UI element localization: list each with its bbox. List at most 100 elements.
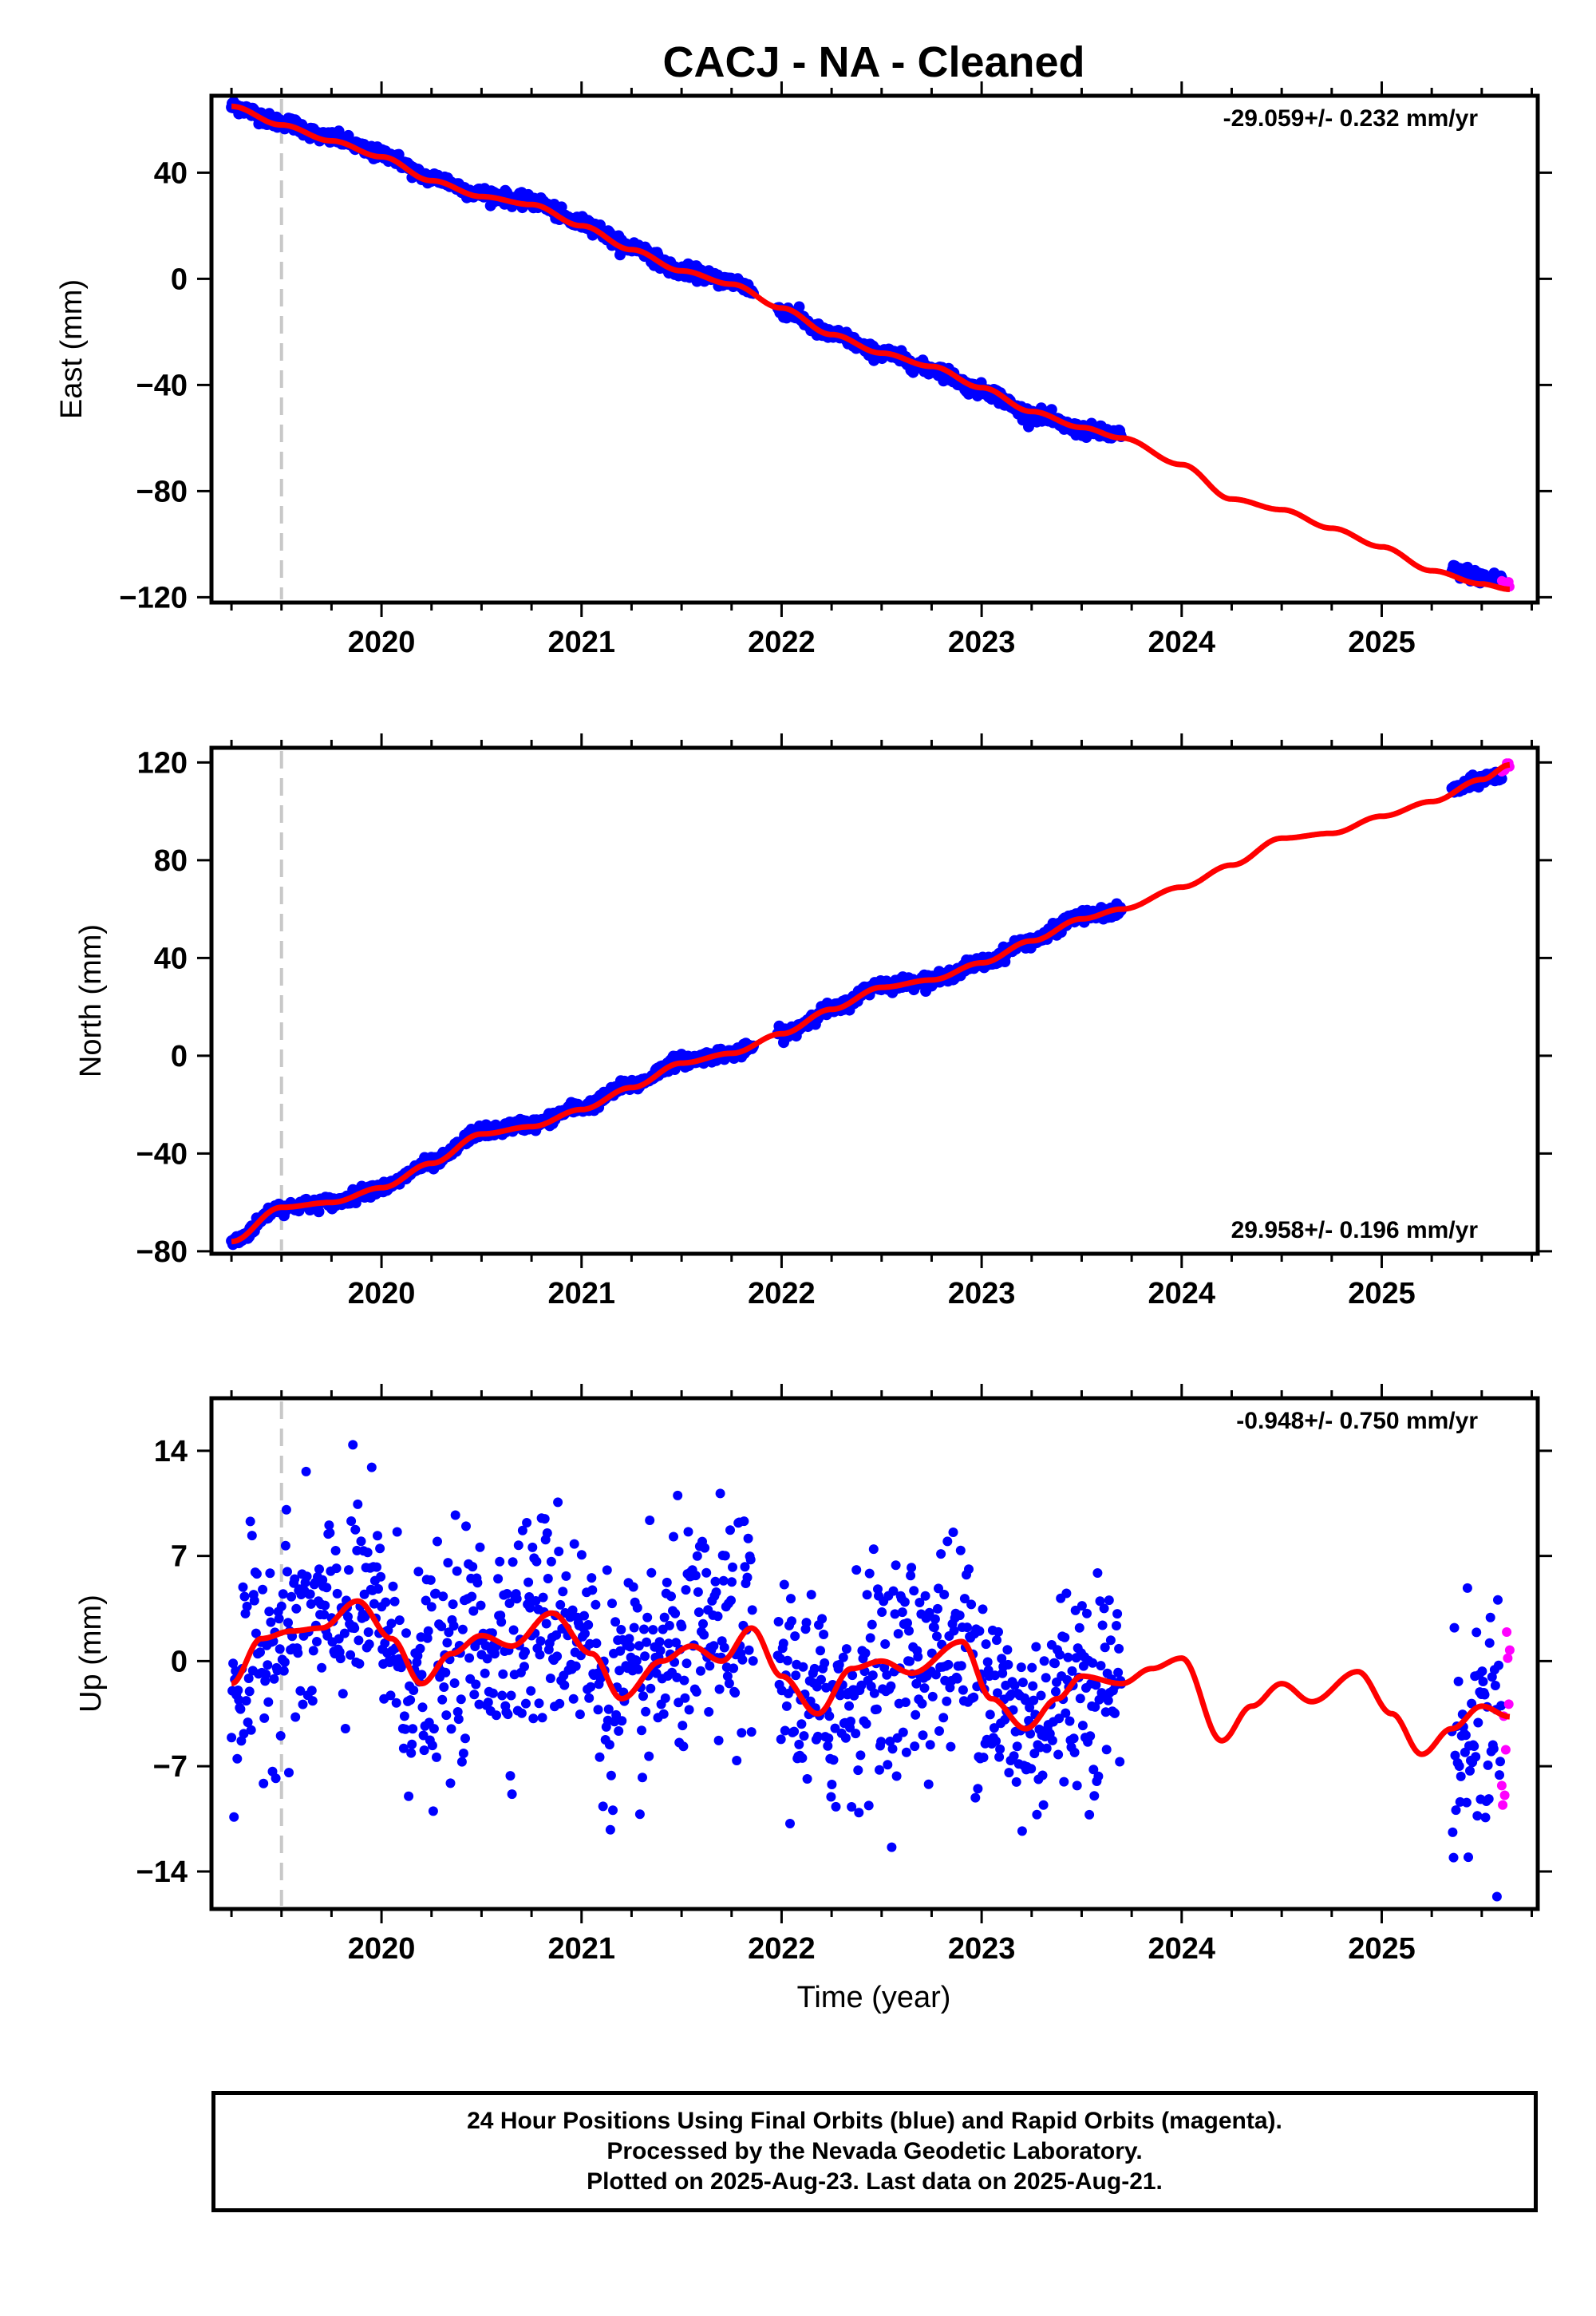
up-final-orbit-point	[497, 1690, 508, 1701]
up-final-orbit-point	[346, 1516, 357, 1526]
up-final-orbit-point	[1038, 1800, 1049, 1810]
up-final-orbit-point	[398, 1743, 409, 1753]
up-final-orbit-point	[251, 1628, 261, 1638]
north-plot-frame	[209, 745, 1540, 1256]
footer-line-1: 24 Hour Positions Using Final Orbits (bl…	[467, 2108, 1282, 2134]
up-final-orbit-point	[275, 1731, 286, 1741]
up-final-orbit-point	[812, 1731, 823, 1741]
up-rapid-orbit-point	[1496, 1780, 1507, 1791]
up-final-orbit-point	[452, 1566, 462, 1576]
up-final-orbit-point	[995, 1744, 1005, 1754]
up-final-orbit-point	[973, 1784, 983, 1794]
up-final-orbit-point	[493, 1574, 504, 1584]
up-final-orbit-point	[663, 1638, 674, 1649]
up-final-orbit-point	[864, 1568, 875, 1579]
up-final-orbit-point	[1495, 1770, 1504, 1780]
up-final-orbit-point	[290, 1712, 301, 1722]
up-final-orbit-point	[1456, 1771, 1466, 1781]
up-final-orbit-point	[1032, 1809, 1042, 1820]
up-final-orbit-point	[1028, 1681, 1038, 1691]
north-y-tick-label: 40	[154, 942, 188, 975]
up-final-orbit-point	[855, 1750, 866, 1761]
up-final-orbit-point	[546, 1556, 556, 1567]
up-final-orbit-point	[281, 1504, 291, 1515]
up-final-orbit-point	[728, 1562, 737, 1572]
east-x-tick-label: 2023	[948, 626, 1016, 659]
up-final-orbit-point	[692, 1551, 702, 1561]
up-final-orbit-point	[903, 1618, 912, 1628]
up-final-orbit-point	[824, 1711, 835, 1721]
up-final-orbit-point	[539, 1514, 550, 1524]
up-final-orbit-point	[433, 1536, 442, 1547]
up-final-orbit-point	[238, 1582, 248, 1592]
up-final-orbit-point	[453, 1714, 464, 1725]
up-final-orbit-point	[640, 1651, 650, 1662]
up-final-orbit-point	[305, 1589, 315, 1599]
up-final-orbit-point	[978, 1753, 989, 1763]
up-final-orbit-point	[1099, 1603, 1109, 1614]
up-final-orbit-point	[917, 1698, 927, 1709]
up-final-orbit-point	[362, 1547, 373, 1558]
up-final-orbit-point	[785, 1819, 795, 1828]
up-final-orbit-point	[472, 1578, 483, 1588]
up-final-orbit-point	[936, 1549, 946, 1559]
up-final-orbit-point	[228, 1658, 239, 1669]
up-final-orbit-point	[605, 1824, 615, 1835]
up-final-orbit-point	[746, 1727, 757, 1737]
up-final-orbit-point	[642, 1612, 653, 1622]
up-final-orbit-point	[631, 1656, 642, 1666]
up-final-orbit-point	[392, 1527, 402, 1537]
up-final-orbit-point	[642, 1637, 652, 1647]
up-final-orbit-point	[946, 1741, 956, 1752]
up-final-orbit-point	[251, 1569, 262, 1579]
up-final-orbit-point	[679, 1675, 689, 1686]
up-final-orbit-point	[1112, 1609, 1123, 1619]
up-final-orbit-point	[820, 1658, 830, 1668]
up-final-orbit-point	[787, 1616, 796, 1626]
north-y-axis-label: North (mm)	[74, 924, 108, 1077]
up-final-orbit-point	[624, 1634, 634, 1644]
north-y-tick-label: −40	[136, 1137, 188, 1171]
east-rate-label: -29.059+/- 0.232 mm/yr	[1223, 105, 1479, 132]
up-final-orbit-point	[1050, 1658, 1060, 1669]
up-final-orbit-point	[417, 1702, 428, 1713]
up-final-orbit-point	[1054, 1713, 1065, 1724]
north-rate-label: 29.958+/- 0.196 mm/yr	[1231, 1217, 1479, 1243]
up-final-orbit-point	[246, 1725, 256, 1735]
up-final-orbit-point	[354, 1635, 364, 1646]
up-final-orbit-point	[867, 1670, 878, 1681]
north-model-curve	[229, 761, 1512, 1245]
up-final-orbit-point	[319, 1610, 330, 1620]
up-final-orbit-point	[1051, 1686, 1061, 1697]
up-final-orbit-point	[380, 1638, 390, 1648]
up-final-orbit-point	[801, 1618, 812, 1628]
up-final-orbit-point	[899, 1597, 910, 1607]
up-final-orbit-point	[729, 1663, 739, 1674]
up-x-tick-label: 2022	[748, 1932, 816, 1966]
up-final-orbit-point	[1495, 1757, 1505, 1767]
up-final-orbit-point	[920, 1591, 930, 1601]
up-final-orbit-point	[553, 1497, 563, 1508]
up-final-orbit-point	[683, 1527, 693, 1537]
up-final-orbit-point	[847, 1802, 857, 1812]
up-final-orbit-point	[541, 1618, 551, 1629]
up-final-orbit-point	[401, 1628, 411, 1638]
up-final-orbit-point	[838, 1652, 848, 1662]
up-final-orbit-point	[897, 1607, 907, 1618]
up-final-orbit-point	[517, 1525, 527, 1535]
up-final-orbit-point	[964, 1564, 974, 1575]
east-x-tick-label: 2020	[348, 626, 416, 659]
up-final-orbit-point	[1473, 1717, 1483, 1728]
up-final-orbit-point	[348, 1440, 358, 1450]
up-final-orbit-point	[966, 1599, 977, 1610]
up-final-orbit-point	[353, 1499, 363, 1509]
up-final-orbit-point	[887, 1744, 898, 1754]
up-final-orbit-point	[860, 1648, 871, 1658]
up-final-orbit-point	[742, 1572, 753, 1583]
up-x-tick-label: 2020	[348, 1932, 416, 1966]
up-final-orbit-point	[521, 1698, 531, 1709]
up-final-orbit-point	[1084, 1809, 1095, 1820]
up-final-orbit-point	[471, 1679, 481, 1690]
up-final-orbit-point	[1026, 1764, 1037, 1774]
